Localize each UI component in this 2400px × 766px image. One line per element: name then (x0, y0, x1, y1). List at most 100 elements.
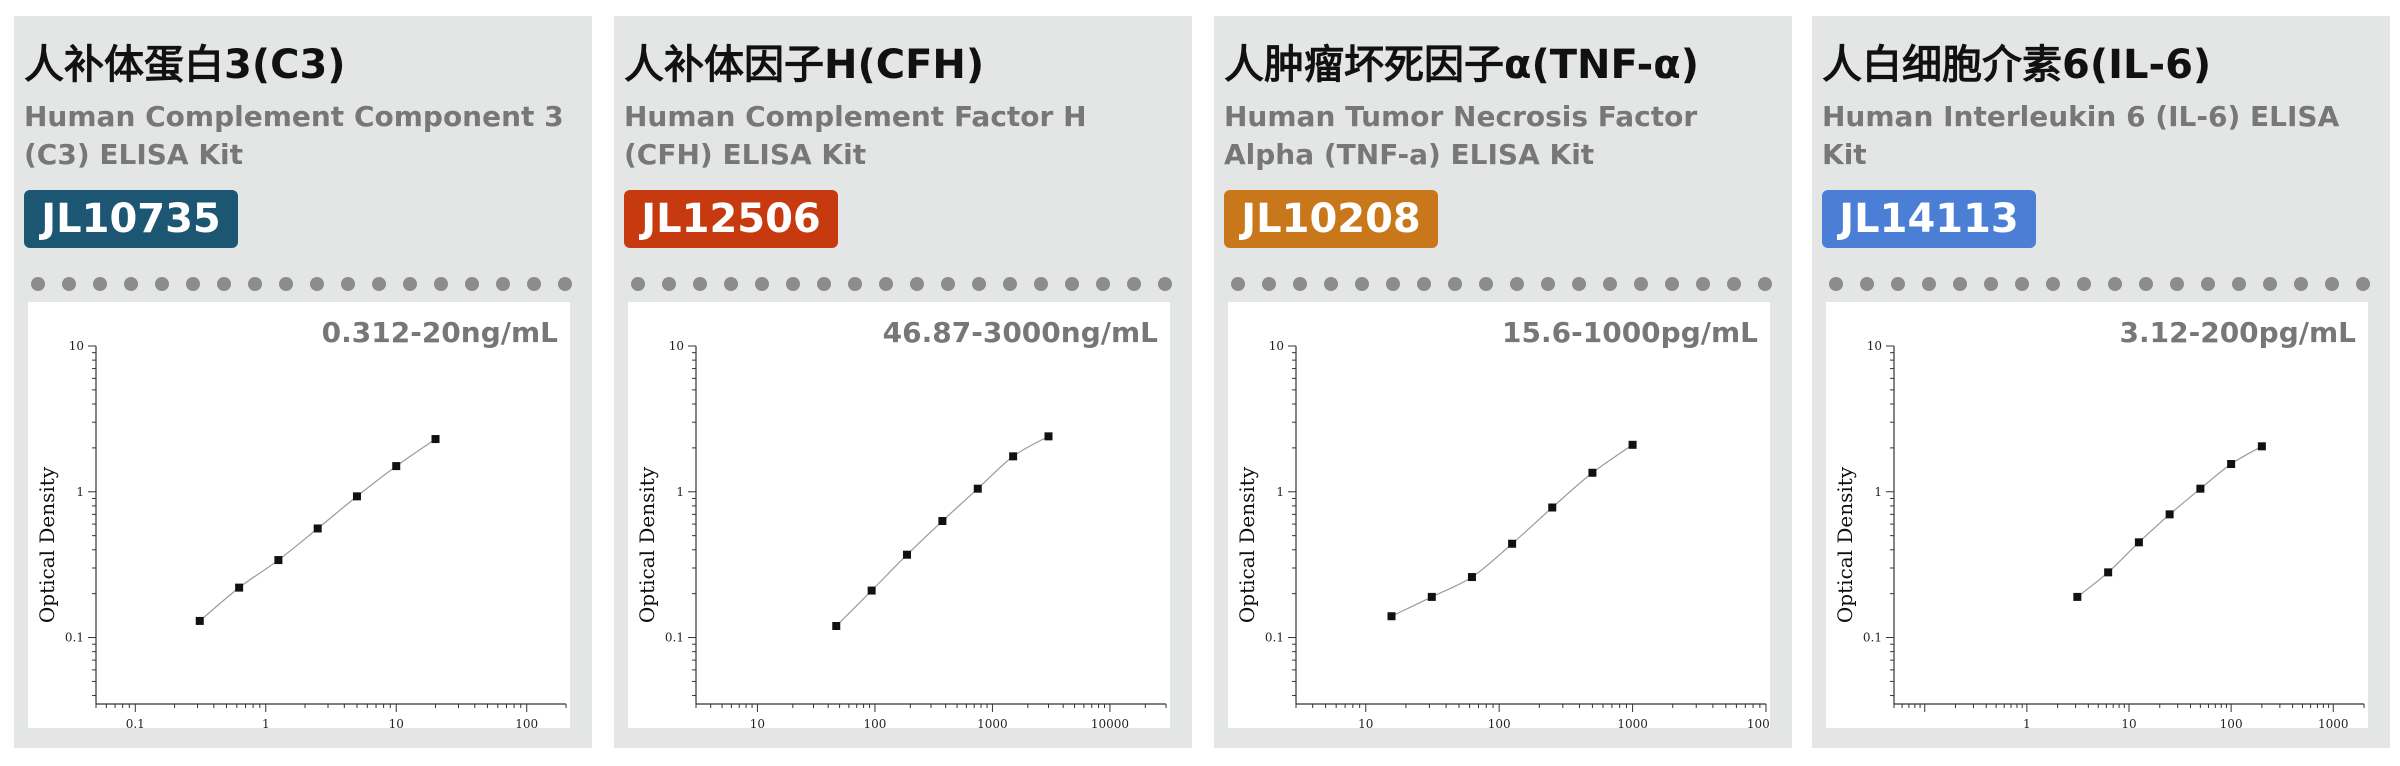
divider-dot (1758, 277, 1772, 291)
divider-dot (341, 277, 355, 291)
divider-dot (1603, 277, 1617, 291)
y-tick-label: 1 (1276, 485, 1284, 499)
y-tick-label: 10 (69, 339, 84, 353)
data-point (431, 435, 440, 444)
data-point (903, 550, 912, 559)
product-title: 人补体蛋白3(C3) (24, 42, 346, 88)
divider-dot (1891, 277, 1905, 291)
divider-dot (2232, 277, 2246, 291)
y-tick-label: 1 (676, 485, 684, 499)
data-point (1548, 503, 1557, 512)
x-tick-label: 10 (2121, 717, 2136, 728)
product-subtitle: Human Complement Factor H (CFH) ELISA Ki… (624, 100, 1087, 171)
data-point (1628, 440, 1637, 449)
fit-curve (1391, 444, 1633, 617)
divider-dot (465, 277, 479, 291)
range-label: 0.312-20ng/mL (322, 316, 559, 349)
product-code-badge[interactable]: JL12506 (624, 190, 838, 248)
y-tick-label: 0.1 (1863, 631, 1882, 645)
divider-dot (1634, 277, 1648, 291)
divider-dot (1922, 277, 1936, 291)
divider-dot (1324, 277, 1338, 291)
divider-dot (1158, 277, 1172, 291)
x-tick-label: 10 (1358, 717, 1373, 728)
x-tick-label: 1000 (2318, 717, 2349, 728)
data-point (2227, 460, 2236, 469)
data-point (352, 492, 361, 501)
divider-dot (31, 277, 45, 291)
divider-dot (2108, 277, 2122, 291)
dot-divider (1829, 277, 2370, 291)
divider-dot (693, 277, 707, 291)
product-subtitle: Human Complement Component 3 (C3) ELISA … (24, 100, 564, 171)
data-point (2134, 538, 2143, 547)
range-label: 3.12-200pg/mL (2120, 316, 2357, 349)
divider-dot (662, 277, 676, 291)
divider-dot (93, 277, 107, 291)
divider-dot (1003, 277, 1017, 291)
product-title: 人肿瘤坏死因子α(TNF-α) (1224, 42, 1699, 88)
divider-dot (1417, 277, 1431, 291)
dot-divider (1231, 277, 1772, 291)
data-point (2257, 442, 2266, 451)
product-code-badge[interactable]: JL14113 (1822, 190, 2036, 248)
divider-dot (1479, 277, 1493, 291)
data-point (1467, 573, 1476, 582)
product-card: 人肿瘤坏死因子α(TNF-α) Human Tumor Necrosis Fac… (1214, 16, 1792, 748)
divider-dot (910, 277, 924, 291)
divider-dot (755, 277, 769, 291)
x-tick-label: 1 (2023, 717, 2031, 728)
range-label: 46.87-3000ng/mL (883, 316, 1158, 349)
data-point (392, 462, 401, 471)
divider-dot (1231, 277, 1245, 291)
divider-dot (972, 277, 986, 291)
data-point (2073, 592, 2082, 601)
divider-dot (155, 277, 169, 291)
divider-dot (1262, 277, 1276, 291)
x-tick-label: 100 (2220, 717, 2243, 728)
range-label: 15.6-1000pg/mL (1502, 316, 1758, 349)
divider-dot (1293, 277, 1307, 291)
divider-dot (1860, 277, 1874, 291)
y-tick-label: 1 (1874, 485, 1882, 499)
product-code-badge[interactable]: JL10208 (1224, 190, 1438, 248)
y-tick-label: 0.1 (665, 631, 684, 645)
divider-dot (1541, 277, 1555, 291)
product-subtitle: Human Tumor Necrosis Factor Alpha (TNF-a… (1224, 100, 1698, 171)
divider-dot (1829, 277, 1843, 291)
divider-dot (1572, 277, 1586, 291)
x-tick-label: 0.1 (126, 717, 145, 728)
data-point (2104, 568, 2113, 577)
divider-dot (558, 277, 572, 291)
divider-dot (2325, 277, 2339, 291)
x-tick-label: 10000 (1091, 717, 1129, 728)
divider-dot (724, 277, 738, 291)
divider-dot (434, 277, 448, 291)
data-point (1044, 432, 1053, 441)
fit-curve (835, 435, 1049, 627)
y-axis-label: Optical Density (1833, 466, 1857, 623)
product-code-badge[interactable]: JL10735 (24, 190, 238, 248)
divider-dot (1696, 277, 1710, 291)
divider-dot (2263, 277, 2277, 291)
divider-dot (1034, 277, 1048, 291)
dot-divider (631, 277, 1172, 291)
divider-dot (1127, 277, 1141, 291)
data-point (2196, 484, 2205, 493)
divider-dot (879, 277, 893, 291)
divider-dot (1355, 277, 1369, 291)
divider-dot (2356, 277, 2370, 291)
divider-dot (527, 277, 541, 291)
standard-curve-chart: 15.6-1000pg/mL101001000100000.1110Human … (1235, 316, 1770, 728)
data-point (938, 517, 947, 526)
divider-dot (186, 277, 200, 291)
x-tick-label: 100 (515, 717, 538, 728)
y-tick-label: 0.1 (1265, 631, 1284, 645)
product-title: 人补体因子H(CFH) (624, 42, 985, 88)
product-subtitle: Human Interleukin 6 (IL-6) ELISA Kit (1822, 100, 2340, 171)
divider-dot (310, 277, 324, 291)
x-tick-label: 1000 (977, 717, 1008, 728)
